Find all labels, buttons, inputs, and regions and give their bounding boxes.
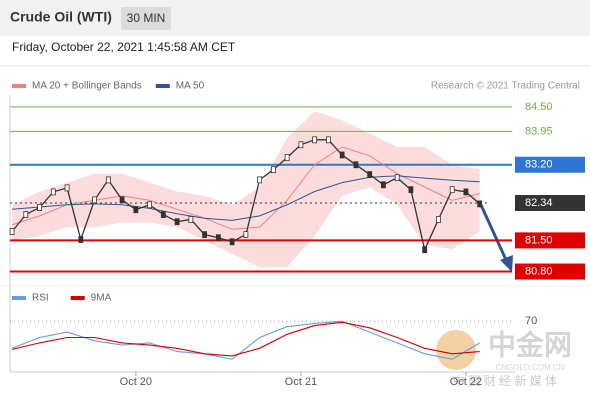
price-point — [215, 234, 221, 242]
chart-title: Crude Oil (WTI) — [10, 9, 112, 25]
price-point — [436, 216, 441, 223]
rsi-line — [11, 321, 480, 357]
price-point — [312, 136, 318, 144]
legend-label: 9MA — [91, 293, 112, 304]
price-point — [298, 141, 304, 149]
level-label: 81.50 — [525, 234, 553, 246]
price-point — [270, 166, 276, 174]
rsi-line — [11, 320, 480, 360]
x-tick-label: Oct 21 — [285, 376, 317, 388]
price-point — [50, 188, 56, 196]
price-point — [188, 216, 194, 223]
price-point — [325, 136, 331, 144]
x-tick-label: Oct 22 — [450, 376, 482, 388]
arrow-shaft — [479, 204, 509, 263]
arrow-head — [500, 255, 513, 272]
price-point — [353, 161, 359, 169]
watermark-logo — [436, 330, 476, 370]
price-point — [105, 176, 111, 184]
price-point — [174, 218, 180, 226]
price-point — [243, 231, 249, 239]
header-bar — [0, 0, 590, 36]
x-tick-label: Oct 20 — [120, 376, 152, 388]
price-point — [284, 154, 290, 162]
legend-label: MA 50 — [176, 81, 205, 92]
price-point — [422, 246, 428, 254]
price-point — [64, 184, 70, 192]
price-point — [381, 181, 386, 189]
price-point — [229, 238, 235, 246]
price-point — [119, 196, 125, 204]
price-point — [257, 176, 263, 184]
interval: 30 MIN — [127, 11, 166, 25]
price-point — [394, 174, 400, 182]
level-label: 83.95 — [525, 125, 553, 137]
price-point — [449, 186, 455, 194]
y-tick-label: 70 — [525, 315, 537, 327]
price-point — [133, 206, 139, 214]
price-point — [463, 188, 469, 196]
watermark-domain: CNGOLD.COM.CN — [496, 363, 565, 372]
legend-swatch — [155, 84, 170, 88]
price-point — [78, 236, 84, 243]
price-point — [477, 200, 483, 208]
legend-label: RSI — [32, 293, 49, 304]
interval-badge — [121, 7, 171, 30]
watermark-brand: 中金网 — [488, 328, 572, 360]
source: Research © 2021 Trading Central — [431, 81, 580, 92]
price-point — [160, 211, 166, 218]
price-point — [339, 151, 345, 159]
timestamp: Friday, October 22, 2021 1:45:58 AM CET — [12, 40, 236, 54]
level-label: 80.80 — [525, 265, 553, 277]
level-label: 84.50 — [525, 101, 553, 113]
level-label-box — [515, 195, 585, 212]
legend-swatch — [12, 84, 26, 88]
price-point — [92, 196, 97, 204]
level-label: 83.20 — [525, 159, 553, 171]
price-point — [408, 186, 414, 194]
level-label-box — [515, 232, 585, 249]
price-point — [147, 201, 152, 209]
watermark: 中金网 CNGOLD.COM.CN 中 国 财 经 新 媒 体 — [436, 328, 572, 388]
price-point — [23, 211, 29, 218]
price-point — [367, 171, 373, 178]
legend-swatch — [70, 296, 85, 300]
bollinger-band — [12, 111, 480, 268]
ma-line — [12, 175, 480, 221]
level-label: 82.34 — [525, 197, 553, 209]
price-point — [202, 231, 208, 239]
price-point — [9, 228, 15, 235]
legend-label: MA 20 + Bollinger Bands — [32, 81, 142, 92]
forecast-arrow — [479, 204, 513, 272]
level-label-box — [515, 263, 585, 280]
price-point — [37, 204, 42, 211]
watermark-tagline: 中 国 财 经 新 媒 体 — [453, 373, 557, 388]
legend-swatch — [12, 296, 26, 300]
level-label-box — [515, 156, 585, 173]
